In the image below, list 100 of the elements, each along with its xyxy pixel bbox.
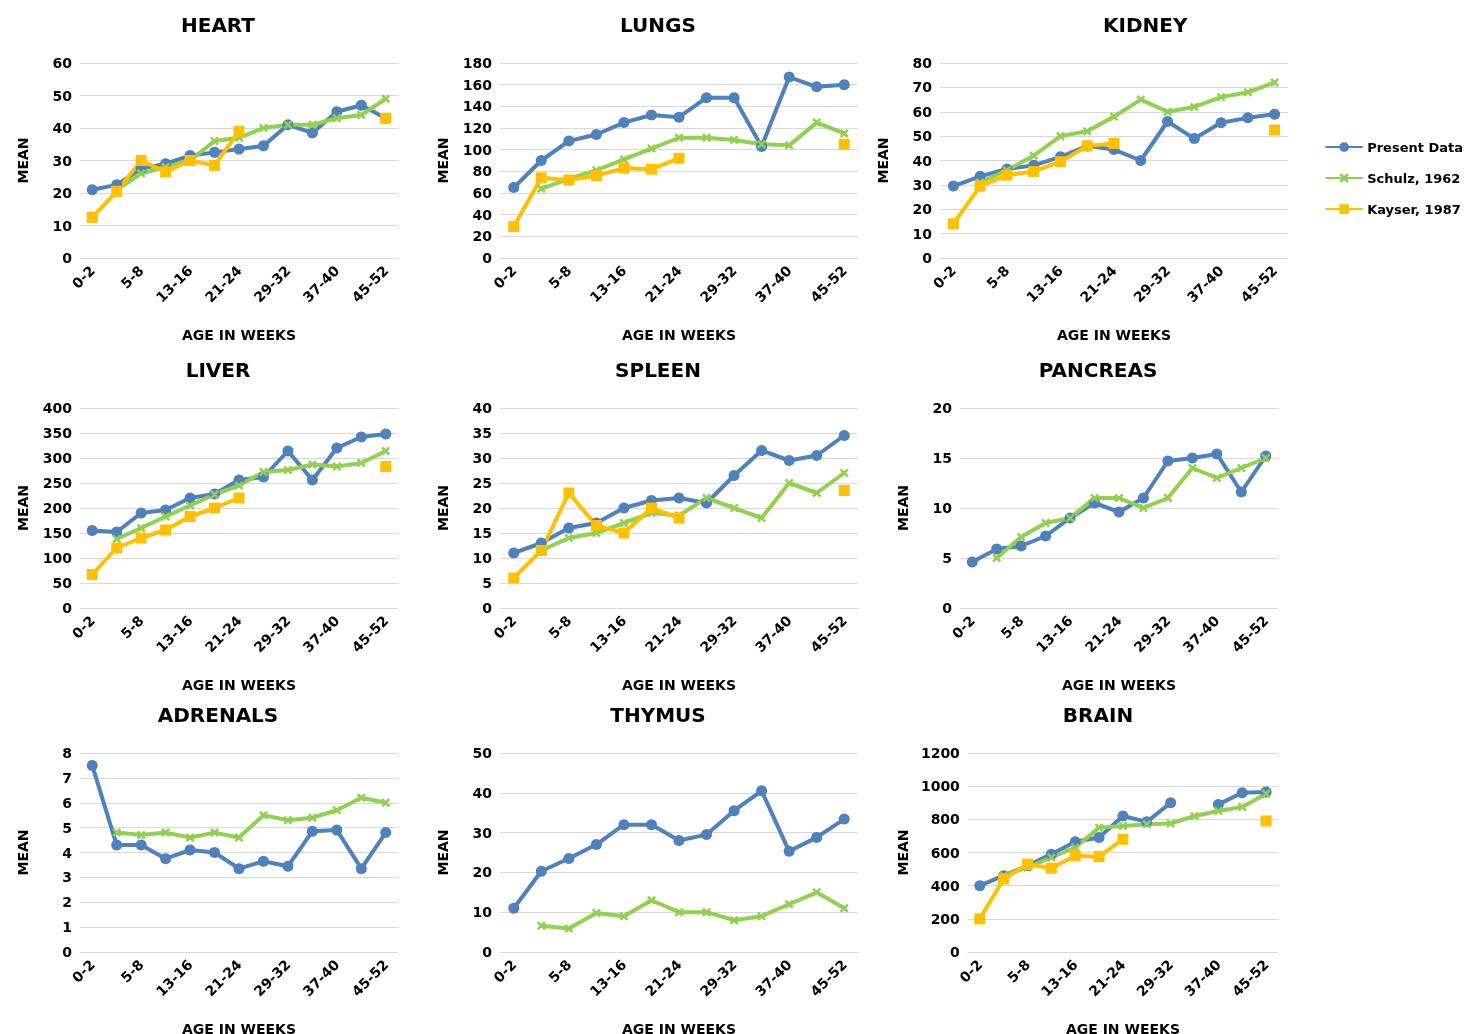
x-axis-title: AGE IN WEEKS: [1065, 1021, 1180, 1034]
y-tick-label: 1000: [920, 778, 961, 795]
chart-title: PANCREAS: [1038, 358, 1158, 382]
x-axis-title: AGE IN WEEKS: [1061, 677, 1177, 693]
y-tick-label: 3: [62, 869, 72, 886]
x-axis-title: AGE IN WEEKS: [621, 1021, 737, 1034]
y-tick-label: 20: [472, 500, 493, 516]
y-tick-label: 40: [472, 206, 493, 223]
y-tick-label: 15: [472, 525, 492, 541]
y-tick-label: 100: [42, 550, 73, 566]
y-axis-title: MEAN: [435, 829, 451, 876]
x-tick-label: 5-8: [545, 612, 575, 642]
y-tick-label: 200: [930, 910, 961, 927]
y-tick-label: 0: [482, 944, 493, 960]
y-tick-label: 35: [472, 425, 492, 441]
x-tick-label: 5-8: [117, 262, 147, 292]
chart-title: HEART: [180, 13, 256, 37]
chart-title: BRAIN: [1062, 703, 1134, 727]
legend-label: Kayser, 1987: [1367, 201, 1461, 217]
y-tick-label: 4: [62, 844, 73, 861]
y-tick-label: 25: [472, 475, 492, 491]
y-tick-label: 60: [472, 185, 493, 201]
y-tick-label: 600: [930, 844, 961, 861]
y-tick-label: 20: [912, 201, 933, 218]
x-tick-label: 0-2: [490, 612, 520, 642]
y-tick-label: 80: [912, 55, 933, 71]
x-tick-label: 5-8: [545, 956, 575, 986]
x-axis-title: AGE IN WEEKS: [621, 327, 737, 343]
chart-title: ADRENALS: [157, 703, 279, 727]
y-tick-label: 60: [912, 103, 933, 120]
y-tick-label: 50: [912, 128, 933, 145]
y-tick-label: 30: [472, 450, 493, 466]
x-axis-title: AGE IN WEEKS: [181, 677, 297, 693]
y-tick-label: 0: [482, 600, 493, 616]
y-axis-title: MEAN: [15, 829, 31, 876]
chart-title: LUNGS: [620, 13, 696, 37]
y-tick-label: 30: [472, 824, 493, 841]
y-tick-label: 100: [462, 141, 493, 158]
y-tick-label: 250: [42, 475, 73, 491]
y-tick-label: 60: [52, 55, 73, 71]
chart-title: LIVER: [185, 358, 251, 382]
y-tick-label: 20: [52, 185, 73, 201]
y-tick-label: 300: [42, 450, 73, 466]
chart-title: SPLEEN: [615, 358, 701, 382]
y-tick-label: 40: [912, 152, 933, 169]
y-tick-label: 200: [42, 500, 73, 516]
x-tick-label: 5-8: [117, 956, 147, 986]
y-tick-label: 1: [62, 919, 72, 936]
y-tick-label: 400: [930, 877, 961, 894]
x-tick-label: 5-8: [545, 262, 575, 292]
x-tick-label: 5-8: [117, 612, 147, 642]
y-tick-label: 20: [472, 228, 493, 245]
legend-label: Present Data: [1367, 139, 1463, 155]
y-axis-title: MEAN: [15, 484, 31, 532]
y-tick-label: 20: [932, 400, 953, 416]
y-tick-label: 800: [930, 811, 961, 828]
chart-title: THYMUS: [610, 703, 706, 727]
y-tick-label: 1200: [920, 745, 961, 761]
y-tick-label: 8: [62, 745, 72, 761]
x-tick-label: 0-2: [490, 262, 520, 292]
y-tick-label: 30: [912, 176, 933, 193]
y-tick-label: 180: [462, 55, 493, 71]
y-axis-title: MEAN: [15, 137, 31, 184]
y-tick-label: 80: [472, 163, 493, 180]
y-tick-label: 40: [472, 400, 493, 416]
y-tick-label: 10: [472, 904, 493, 921]
y-tick-label: 15: [932, 450, 952, 466]
y-tick-label: 0: [482, 250, 493, 266]
y-tick-label: 160: [462, 76, 493, 93]
y-tick-label: 10: [912, 225, 933, 242]
y-tick-label: 5: [482, 575, 492, 591]
y-tick-label: 50: [52, 87, 73, 104]
y-tick-label: 50: [472, 745, 493, 761]
y-tick-label: 10: [932, 500, 953, 516]
y-tick-label: 2: [62, 894, 72, 911]
x-tick-label: 5-8: [983, 262, 1013, 292]
y-axis-title: MEAN: [435, 137, 451, 184]
y-axis-title: MEAN: [895, 484, 911, 532]
x-axis-title: AGE IN WEEKS: [621, 677, 737, 693]
y-tick-label: 350: [42, 425, 73, 441]
legend-label: Schulz, 1962: [1367, 170, 1461, 186]
x-axis-title: AGE IN WEEKS: [181, 1021, 297, 1034]
y-tick-label: 70: [912, 79, 933, 96]
y-tick-label: 140: [462, 98, 493, 115]
y-axis-title: MEAN: [875, 137, 891, 184]
y-tick-label: 50: [52, 575, 73, 591]
y-tick-label: 5: [62, 819, 72, 836]
y-tick-label: 30: [52, 152, 73, 169]
y-tick-label: 120: [462, 120, 493, 136]
y-axis-title: MEAN: [895, 829, 911, 876]
y-axis-title: MEAN: [435, 484, 451, 532]
y-tick-label: 150: [42, 525, 73, 541]
y-tick-label: 6: [62, 794, 72, 811]
x-axis-title: AGE IN WEEKS: [1056, 327, 1172, 343]
y-tick-label: 400: [42, 400, 73, 416]
y-tick-label: 20: [472, 864, 493, 881]
y-tick-label: 10: [472, 550, 493, 566]
x-tick-label: 5-8: [997, 612, 1027, 642]
x-axis-title: AGE IN WEEKS: [181, 327, 297, 343]
y-tick-label: 5: [942, 550, 952, 566]
